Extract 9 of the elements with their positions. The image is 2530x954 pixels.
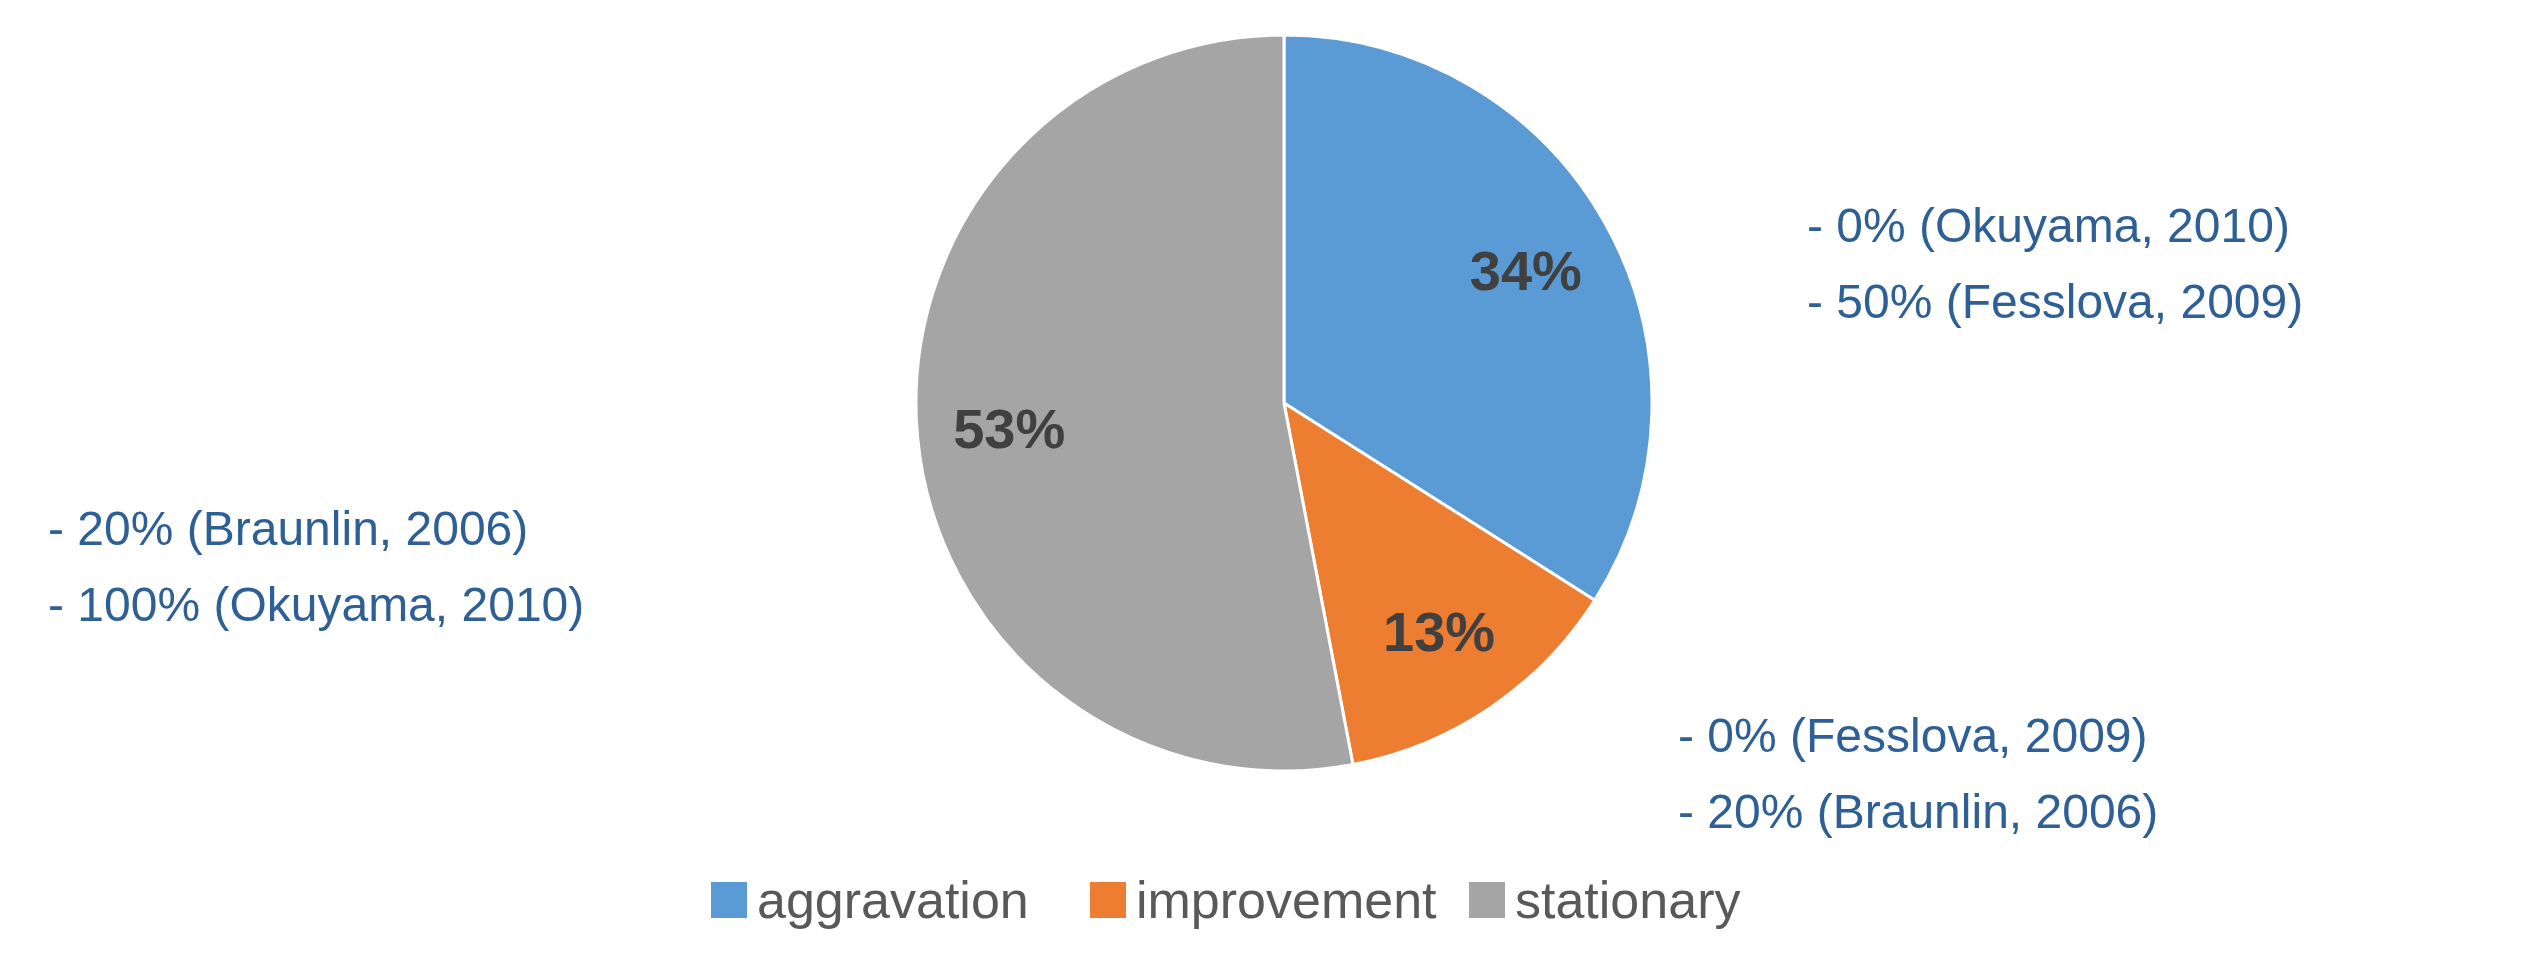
text: - 0% (Fesslova, 2009) - 20% (Braunlin, 2006) [1678, 709, 2159, 838]
text: - 20% (Braunlin, 2006) - 100% (Okuyama, 2010) [48, 502, 585, 631]
legend-label: improvement [1136, 871, 1438, 929]
data-label: 53% [953, 397, 1066, 461]
text: - 0% (Okuyama, 2010) - 50% (Fesslova, 2009) [1807, 199, 2304, 328]
data-label: 13% [1383, 599, 1496, 663]
legend-label: aggravation [757, 871, 1029, 929]
data-label: 34% [1469, 238, 1582, 302]
legend-label: stationary [1515, 871, 1741, 929]
